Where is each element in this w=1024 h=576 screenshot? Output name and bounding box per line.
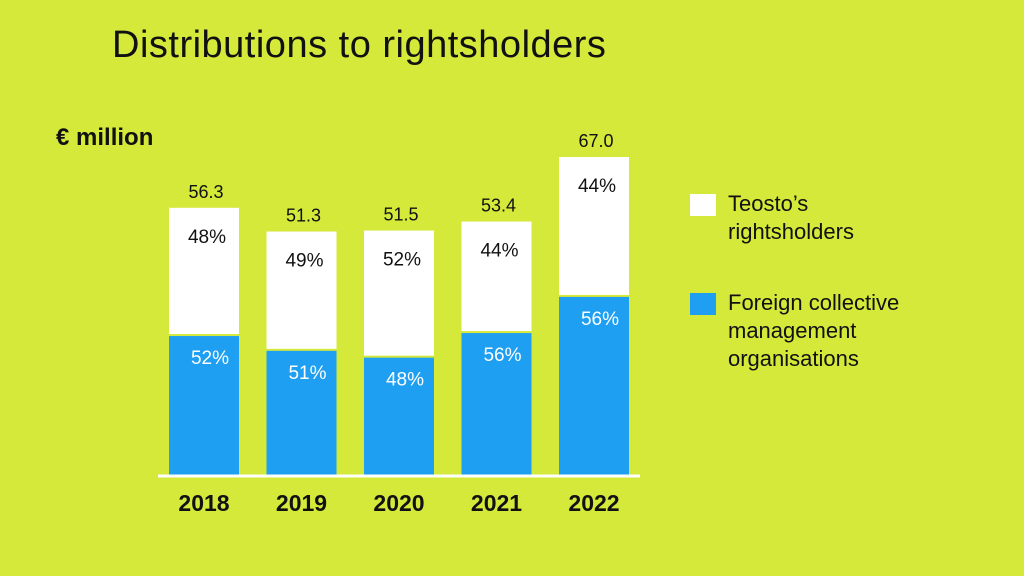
legend-item-teosto: Teosto’s rightsholders xyxy=(690,190,899,246)
total-label-2020: 51.5 xyxy=(383,205,418,225)
bar-foreign-2021 xyxy=(461,333,532,475)
bar-foreign-2020 xyxy=(364,357,434,475)
teosto-percent-label-2021: 44% xyxy=(480,241,518,262)
legend-item-foreign: Foreign collective management organisati… xyxy=(690,289,899,373)
bar-teosto-2022 xyxy=(559,157,629,295)
legend-swatch-teosto xyxy=(690,194,716,216)
total-label-2019: 51.3 xyxy=(286,206,321,226)
foreign-percent-label-2022: 56% xyxy=(581,309,619,330)
chart-title: Distributions to rightsholders xyxy=(112,24,607,66)
teosto-percent-label-2020: 52% xyxy=(383,250,421,271)
teosto-percent-label-2019: 49% xyxy=(285,251,323,272)
total-label-2021: 53.4 xyxy=(481,196,516,216)
x-tick-label-2019: 2019 xyxy=(276,490,327,516)
bar-foreign-2019 xyxy=(266,350,337,475)
x-tick-label-2018: 2018 xyxy=(178,490,229,516)
total-label-2022: 67.0 xyxy=(578,131,613,151)
foreign-percent-label-2018: 52% xyxy=(191,348,229,369)
legend: Teosto’s rightsholders Foreign collectiv… xyxy=(690,190,899,373)
bar-teosto-2019 xyxy=(266,231,337,349)
legend-label-foreign: Foreign collective management organisati… xyxy=(728,290,900,371)
teosto-percent-label-2018: 48% xyxy=(188,227,226,248)
unit-label: € million xyxy=(56,124,154,151)
foreign-percent-label-2020: 48% xyxy=(386,370,424,391)
legend-label-teosto: Teosto’s rightsholders xyxy=(728,191,854,244)
x-tick-label-2020: 2020 xyxy=(373,490,424,516)
bar-teosto-2021 xyxy=(461,221,532,332)
bar-teosto-2018 xyxy=(169,207,239,335)
legend-swatch-foreign xyxy=(690,293,716,315)
x-tick-label-2021: 2021 xyxy=(471,490,522,516)
foreign-percent-label-2021: 56% xyxy=(483,345,521,366)
teosto-percent-label-2022: 44% xyxy=(578,176,616,197)
bar-foreign-2018 xyxy=(169,336,239,475)
bar-foreign-2022 xyxy=(559,296,629,475)
foreign-percent-label-2019: 51% xyxy=(288,363,326,384)
x-tick-label-2022: 2022 xyxy=(568,490,619,516)
bar-teosto-2020 xyxy=(364,230,434,356)
total-label-2018: 56.3 xyxy=(188,182,223,202)
